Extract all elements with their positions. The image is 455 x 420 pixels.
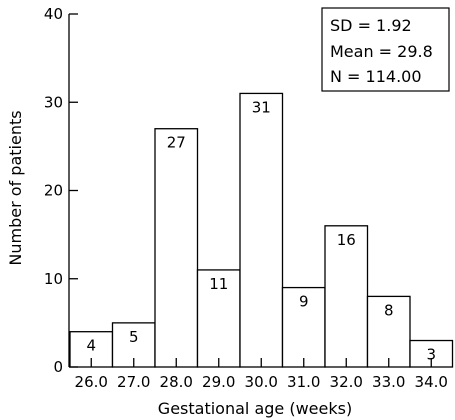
stats-n: N = 114.00 xyxy=(330,67,422,86)
x-tick-label-30.0: 30.0 xyxy=(245,373,278,391)
x-axis-label: Gestational age (weeks) xyxy=(158,399,352,418)
data-label-34.0: 3 xyxy=(426,346,436,364)
x-tick-label-29.0: 29.0 xyxy=(202,373,235,391)
data-label-28.0: 27 xyxy=(167,134,186,152)
data-label-26.0: 4 xyxy=(86,337,96,355)
x-tick-label-26.0: 26.0 xyxy=(75,373,108,391)
bars-layer xyxy=(69,92,454,368)
data-label-32.0: 16 xyxy=(337,231,356,249)
x-tick-label-27.0: 27.0 xyxy=(117,373,150,391)
data-label-27.0: 5 xyxy=(129,328,139,346)
stats-box: SD = 1.92 Mean = 29.8 N = 114.00 xyxy=(321,7,450,92)
stats-box-frame xyxy=(321,7,450,92)
data-labels-layer: 4 5 27 11 31 9 16 8 3 xyxy=(86,98,436,363)
bar-30.0 xyxy=(239,92,284,368)
y-tick-label-20: 20 xyxy=(44,182,63,200)
x-tick-label-32.0: 32.0 xyxy=(330,373,363,391)
axes-layer: 0 10 20 30 40 26.0 27.0 28.0 29.0 30.0 31.0 32.0 33.… xyxy=(44,5,448,391)
stats-sd: SD = 1.92 xyxy=(330,16,412,35)
bar-33.0 xyxy=(366,295,411,368)
x-tick-label-34.0: 34.0 xyxy=(415,373,448,391)
x-tick-label-33.0: 33.0 xyxy=(372,373,405,391)
data-label-29.0: 11 xyxy=(209,275,228,293)
x-tick-label-31.0: 31.0 xyxy=(287,373,320,391)
data-label-31.0: 9 xyxy=(299,293,309,311)
stats-mean: Mean = 29.8 xyxy=(330,42,433,61)
y-tick-label-30: 30 xyxy=(44,93,63,111)
data-label-33.0: 8 xyxy=(384,301,394,319)
y-tick-label-0: 0 xyxy=(53,358,63,376)
bar-28.0 xyxy=(154,128,199,368)
y-axis-label: Number of patients xyxy=(6,110,25,265)
data-label-30.0: 31 xyxy=(252,98,271,116)
y-tick-label-10: 10 xyxy=(44,270,63,288)
y-tick-label-40: 40 xyxy=(44,5,63,23)
x-tick-label-28.0: 28.0 xyxy=(160,373,193,391)
